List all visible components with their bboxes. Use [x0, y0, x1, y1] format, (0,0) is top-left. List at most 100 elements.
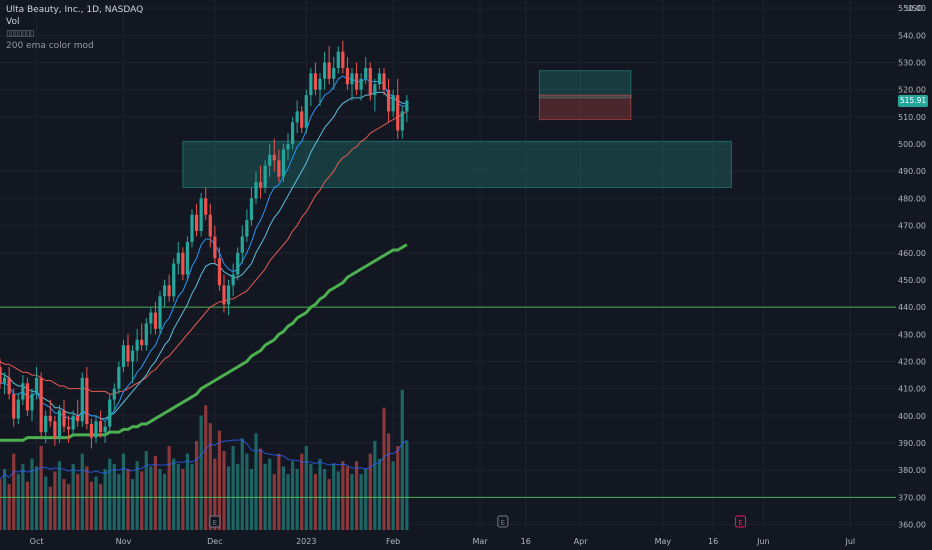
- volume-bar: [222, 451, 226, 530]
- candle: [258, 165, 263, 199]
- chart-gridlines: [0, 0, 896, 530]
- volume-bar: [117, 474, 121, 530]
- candle-body: [199, 198, 203, 232]
- volume-bar: [94, 476, 98, 530]
- candle-body: [135, 339, 139, 351]
- candle: [396, 78, 400, 139]
- indicator-legend[interactable]: 200 ema color mod: [6, 41, 94, 51]
- candle: [304, 89, 308, 134]
- volume-bar: [0, 479, 2, 530]
- volume-bar: [245, 453, 249, 530]
- volume-bar: [199, 415, 203, 530]
- price-zone: [538, 70, 632, 99]
- horizontal-lines: [0, 306, 896, 498]
- candle: [153, 301, 158, 335]
- time-tick-label: Dec: [207, 537, 222, 546]
- candle: [176, 241, 180, 275]
- candle: [2, 372, 7, 395]
- time-tick-label: 2023: [296, 537, 316, 546]
- candle-body: [309, 73, 313, 96]
- price-tick-label: 550.00: [898, 4, 926, 13]
- price-tick-label: 410.00: [898, 385, 926, 394]
- volume-bar: [350, 474, 354, 530]
- candle: [386, 78, 391, 123]
- candle: [7, 366, 11, 400]
- volume-legend[interactable]: Vol: [6, 17, 20, 27]
- volume-bar: [126, 468, 130, 530]
- candlesticks: [0, 40, 409, 449]
- volume-bar: [217, 430, 222, 530]
- last-price-label: 515.91: [898, 94, 928, 107]
- candle: [277, 149, 281, 183]
- candle-body: [190, 214, 194, 242]
- candle: [190, 209, 194, 248]
- candle: [181, 247, 185, 280]
- candle-body: [359, 78, 363, 90]
- candle-body: [89, 424, 94, 438]
- candle: [158, 290, 162, 335]
- volume-bar: [34, 466, 39, 530]
- volume-bar: [16, 474, 20, 530]
- candle: [66, 415, 71, 444]
- candle: [213, 225, 217, 264]
- candle-body: [144, 323, 148, 346]
- candle-body: [277, 160, 281, 177]
- candle: [185, 236, 190, 280]
- volume-bar: [12, 453, 16, 530]
- candle: [112, 383, 116, 411]
- volume-bar: [254, 433, 258, 530]
- candle-body: [245, 220, 249, 237]
- candle-body: [21, 383, 25, 400]
- volume-bar: [194, 440, 199, 530]
- candle-body: [341, 51, 345, 68]
- candle-body: [76, 415, 80, 422]
- volume-bar: [231, 446, 235, 530]
- volume-bar: [85, 466, 89, 530]
- candle: [25, 377, 30, 416]
- time-axis[interactable]: Oct Nov Dec 2023 Feb Mar 16 Apr May 16 Jun Jul: [30, 537, 855, 546]
- candle-body: [345, 67, 350, 85]
- time-tick-label: 16: [708, 537, 718, 546]
- volume-bar: [149, 466, 153, 530]
- volume-bar: [53, 471, 57, 530]
- candle: [121, 339, 126, 373]
- candle: [94, 415, 98, 444]
- ema-200-line: [0, 243, 408, 442]
- earnings-marker-label: E: [213, 519, 217, 527]
- candle-body: [25, 383, 30, 411]
- candle: [117, 361, 121, 395]
- candle: [80, 372, 84, 427]
- candle: [236, 247, 240, 280]
- volume-bar: [25, 481, 30, 530]
- volume-bar: [341, 461, 345, 530]
- volume-bar: [327, 479, 331, 530]
- candle-body: [39, 377, 43, 433]
- volume-bar: [277, 453, 281, 530]
- candle-body: [391, 95, 395, 112]
- candle-body: [176, 252, 180, 264]
- volume-bar: [208, 423, 212, 530]
- candle: [327, 46, 331, 85]
- candle: [341, 40, 345, 74]
- candle: [57, 404, 62, 444]
- candle: [76, 399, 80, 427]
- volume-bar: [382, 407, 386, 530]
- time-tick-label: May: [655, 537, 672, 546]
- price-tick-label: 540.00: [898, 31, 926, 40]
- price-tick-label: 490.00: [898, 167, 926, 176]
- price-axis[interactable]: 360.00 370.00 380.00 390.00 400.00 410.00 420.…: [898, 4, 926, 529]
- price-tick-label: 370.00: [898, 493, 926, 502]
- volume-bar: [240, 438, 244, 530]
- candle-body: [231, 274, 235, 286]
- volume-bar: [345, 466, 350, 530]
- price-tick-label: 450.00: [898, 276, 926, 285]
- candle: [0, 358, 2, 389]
- symbol-title[interactable]: Ulta Beauty, Inc., 1D, NASDAQ: [6, 5, 144, 15]
- candle-body: [222, 285, 226, 305]
- time-tick-label: Jun: [756, 537, 770, 546]
- candle-body: [313, 73, 318, 90]
- earnings-marker-box: [209, 515, 221, 528]
- candle-body: [332, 67, 336, 79]
- volume-bar: [2, 468, 7, 530]
